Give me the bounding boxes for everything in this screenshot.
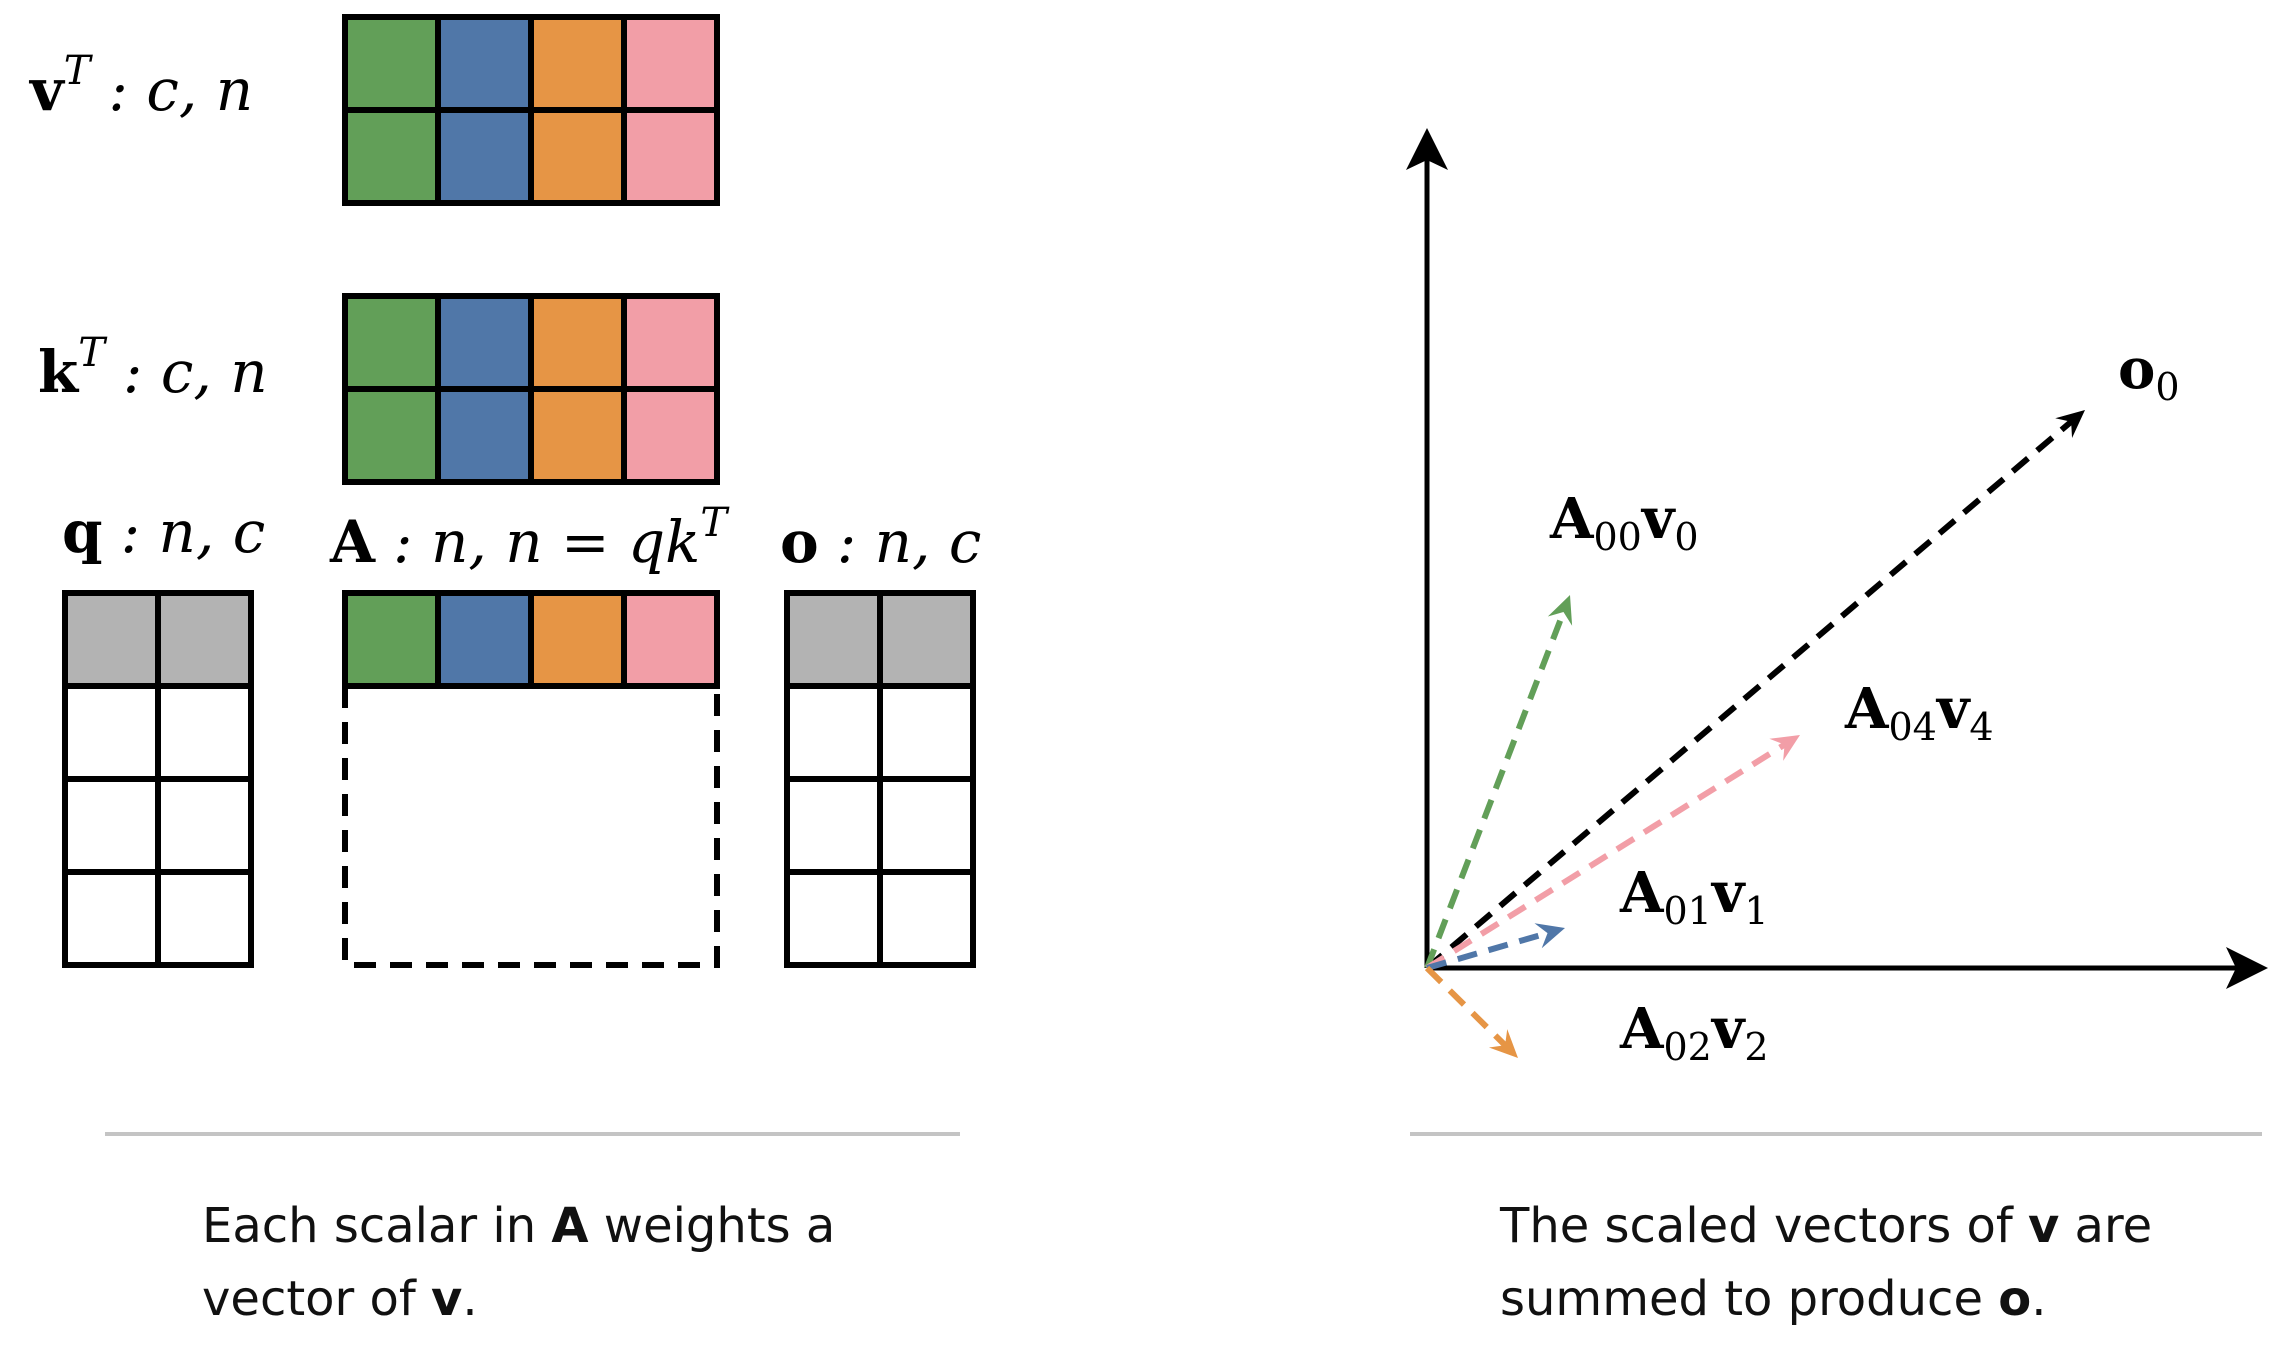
k-matrix-cell-1-0 xyxy=(342,386,441,485)
v-matrix-cell-1-1 xyxy=(435,107,534,206)
o-matrix-cell-1-0 xyxy=(784,683,883,782)
scaled-vectors xyxy=(1424,410,2085,1058)
A-cell-0-1 xyxy=(435,590,534,689)
label-A02v2: A02v2 xyxy=(1619,996,1769,1069)
svg-text:A01v1: A01v1 xyxy=(1619,860,1769,933)
svg-text:A00v0: A00v0 xyxy=(1549,486,1699,559)
v-matrix-cell-1-2 xyxy=(528,107,627,206)
k-matrix-cell-0-2 xyxy=(528,293,627,392)
arrowhead-A00v0 xyxy=(1547,595,1573,626)
label-o0: o0 xyxy=(2118,336,2180,409)
q-matrix-cell-1-1 xyxy=(155,683,254,782)
k-matrix-cell-1-2 xyxy=(528,386,627,485)
vector-A04v4 xyxy=(1425,741,1788,971)
svg-text:vT: c, n: vT: c, n xyxy=(28,48,253,124)
o-label: o: n, c xyxy=(780,508,981,576)
right-caption-line-2: summed to produce o. xyxy=(1500,1271,2047,1327)
o-matrix-cell-0-0 xyxy=(784,590,883,689)
vector-A02v2 xyxy=(1424,965,1509,1049)
o-matrix-cell-1-1 xyxy=(877,683,976,782)
svg-text:q: n, c: q: n, c xyxy=(62,498,265,566)
arrowhead-A02v2 xyxy=(1488,1029,1518,1058)
arrowhead-A04v4 xyxy=(1769,735,1800,761)
label-A04v4: A04v4 xyxy=(1844,676,1994,749)
right-caption: The scaled vectors of v are summed to pr… xyxy=(1500,1190,2152,1336)
axes xyxy=(1406,128,2268,989)
A-cell-0-0 xyxy=(342,590,441,689)
q-matrix-cell-2-1 xyxy=(155,776,254,875)
A-dashed-remainder xyxy=(342,686,720,968)
k-matrix-cell-0-3 xyxy=(621,293,720,392)
v-transpose-label: vT: c, n xyxy=(28,48,253,124)
o-matrix-cell-3-0 xyxy=(784,869,883,968)
label-A00v0: A00v0 xyxy=(1549,486,1699,559)
vector-o0 xyxy=(1425,418,2075,971)
q-matrix-cell-0-0 xyxy=(62,590,161,689)
arrowhead-A01v1 xyxy=(1534,923,1565,949)
q-matrix-cell-3-0 xyxy=(62,869,161,968)
x-axis-arrowhead xyxy=(2226,947,2268,989)
v-matrix-cell-0-3 xyxy=(621,14,720,113)
vector-A00v0 xyxy=(1424,609,1567,970)
o-matrix-cell-2-1 xyxy=(877,776,976,875)
A-cell-0-2 xyxy=(528,590,627,689)
A-cell-0-3 xyxy=(621,590,720,689)
k-matrix-cell-1-3 xyxy=(621,386,720,485)
o-matrix-cell-0-1 xyxy=(877,590,976,689)
left-caption-line-1: Each scalar in A weights a xyxy=(202,1198,836,1254)
q-matrix xyxy=(62,590,254,968)
A-label: A: n, n = qkT xyxy=(329,500,730,576)
q-matrix-cell-3-1 xyxy=(155,869,254,968)
right-caption-line-1: The scaled vectors of v are xyxy=(1500,1198,2153,1254)
v-matrix-cell-1-3 xyxy=(621,107,720,206)
svg-text:A: n, n = qkT: A: n, n = qkT xyxy=(329,500,730,576)
svg-text:o0: o0 xyxy=(2118,336,2180,409)
q-label: q: n, c xyxy=(62,498,265,566)
svg-text:kT: c, n: kT: c, n xyxy=(38,330,268,406)
svg-text:o: n, c: o: n, c xyxy=(780,508,981,576)
k-transpose-matrix xyxy=(342,293,720,485)
v-matrix-cell-1-0 xyxy=(342,107,441,206)
v-transpose-matrix xyxy=(342,14,720,206)
vector-A01v1 xyxy=(1426,929,1550,971)
attention-matrix-A xyxy=(342,590,720,968)
k-matrix-cell-0-0 xyxy=(342,293,441,392)
v-matrix-cell-0-1 xyxy=(435,14,534,113)
arrowhead-o0 xyxy=(2055,410,2085,439)
k-transpose-label: kT: c, n xyxy=(38,330,268,406)
svg-text:A04v4: A04v4 xyxy=(1844,676,1994,749)
q-matrix-cell-1-0 xyxy=(62,683,161,782)
q-matrix-cell-2-0 xyxy=(62,776,161,875)
v-matrix-cell-0-0 xyxy=(342,14,441,113)
k-matrix-cell-0-1 xyxy=(435,293,534,392)
label-A01v1: A01v1 xyxy=(1619,860,1769,933)
q-matrix-cell-0-1 xyxy=(155,590,254,689)
o-matrix-cell-3-1 xyxy=(877,869,976,968)
left-caption-line-2: vector of v. xyxy=(202,1271,478,1327)
svg-text:A02v2: A02v2 xyxy=(1619,996,1769,1069)
v-matrix-cell-0-2 xyxy=(528,14,627,113)
o-matrix-cell-2-0 xyxy=(784,776,883,875)
o-matrix xyxy=(784,590,976,968)
k-matrix-cell-1-1 xyxy=(435,386,534,485)
left-caption: Each scalar in A weights a vector of v. xyxy=(202,1190,835,1336)
y-axis-arrowhead xyxy=(1406,128,1448,170)
